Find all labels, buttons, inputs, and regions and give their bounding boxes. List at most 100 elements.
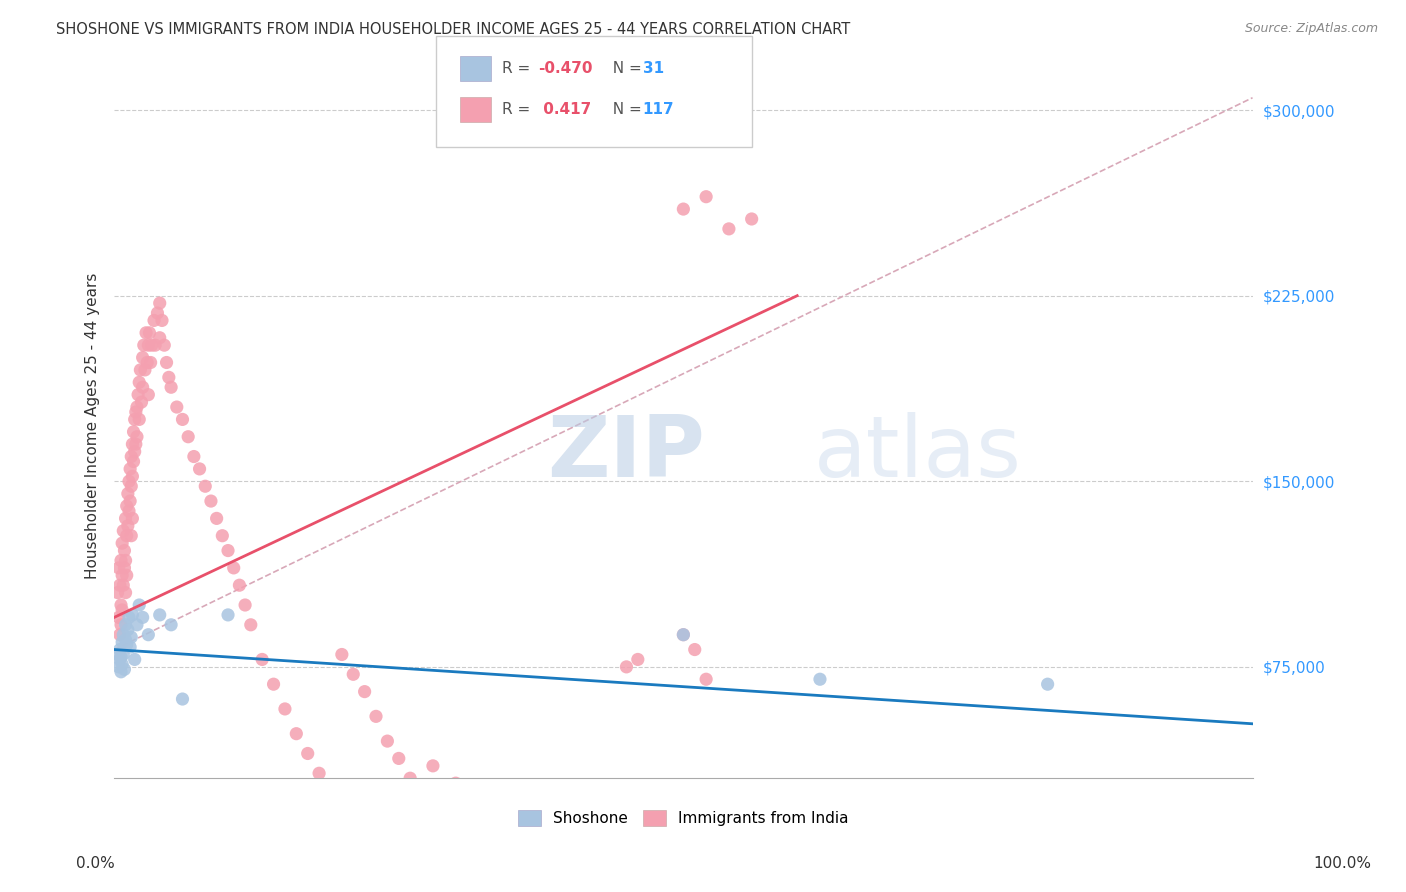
Point [808,672,831,686]
Point [110,650,132,665]
Point [342,667,364,681]
Point [139,355,162,369]
Point [695,190,717,204]
Text: atlas: atlas [814,412,1022,495]
Point [188,462,211,476]
Point [627,652,650,666]
Point [110,617,132,632]
Point [211,529,233,543]
Point [741,211,763,226]
Point [121,469,143,483]
Point [285,727,308,741]
Point [205,511,228,525]
Point [120,450,142,464]
Point [172,412,194,426]
Point [125,405,148,419]
Point [108,642,131,657]
Point [112,648,135,662]
Point [138,326,160,340]
Point [467,791,489,805]
Point [364,709,387,723]
Point [138,338,160,352]
Point [108,652,131,666]
Point [143,338,166,352]
Text: R =: R = [502,62,536,76]
Point [149,296,172,310]
Point [160,380,183,394]
Point [115,638,138,652]
Point [502,801,524,815]
Point [114,617,136,632]
Point [115,529,138,543]
Point [239,617,262,632]
Point [250,652,273,666]
Text: R =: R = [502,103,536,117]
Point [110,598,132,612]
Text: 0.417: 0.417 [538,103,592,117]
Point [114,561,136,575]
Point [388,751,411,765]
Point [121,607,143,622]
Point [131,380,153,394]
Point [111,635,134,649]
Point [155,355,177,369]
Point [131,395,153,409]
Point [166,400,188,414]
Point [132,338,155,352]
Point [108,628,131,642]
Point [120,462,142,476]
Point [127,387,149,401]
Point [134,363,156,377]
Point [422,759,444,773]
Point [717,222,740,236]
Point [118,610,141,624]
Point [112,578,135,592]
Point [122,454,145,468]
Point [111,657,134,672]
Text: 117: 117 [643,103,673,117]
Text: 100.0%: 100.0% [1313,856,1372,871]
Point [128,412,150,426]
Point [377,734,399,748]
Point [124,412,146,426]
Point [125,617,148,632]
Point [194,479,217,493]
Point [399,771,422,785]
Y-axis label: Householder Income Ages 25 - 44 years: Householder Income Ages 25 - 44 years [86,272,100,579]
Point [150,313,173,327]
Point [117,486,139,500]
Point [128,376,150,390]
Point [695,672,717,686]
Point [233,598,256,612]
Point [120,494,142,508]
Point [222,561,245,575]
Point [111,536,134,550]
Point [683,642,706,657]
Point [536,815,558,830]
Point [143,313,166,327]
Point [319,781,342,796]
Point [110,665,132,679]
Point [558,825,581,839]
Point [200,494,222,508]
Point [117,518,139,533]
Point [177,430,200,444]
Point [124,444,146,458]
Point [125,430,148,444]
Point [157,370,180,384]
Point [118,475,141,489]
Point [263,677,285,691]
Legend: Shoshone, Immigrants from India: Shoshone, Immigrants from India [510,803,856,834]
Point [107,561,129,575]
Point [120,640,142,654]
Text: 31: 31 [643,62,664,76]
Point [115,568,138,582]
Text: SHOSHONE VS IMMIGRANTS FROM INDIA HOUSEHOLDER INCOME AGES 25 - 44 YEARS CORRELAT: SHOSHONE VS IMMIGRANTS FROM INDIA HOUSEH… [56,22,851,37]
Point [330,648,353,662]
Point [122,425,145,439]
Point [616,660,638,674]
Point [111,568,134,582]
Point [136,355,159,369]
Point [112,524,135,538]
Point [118,504,141,518]
